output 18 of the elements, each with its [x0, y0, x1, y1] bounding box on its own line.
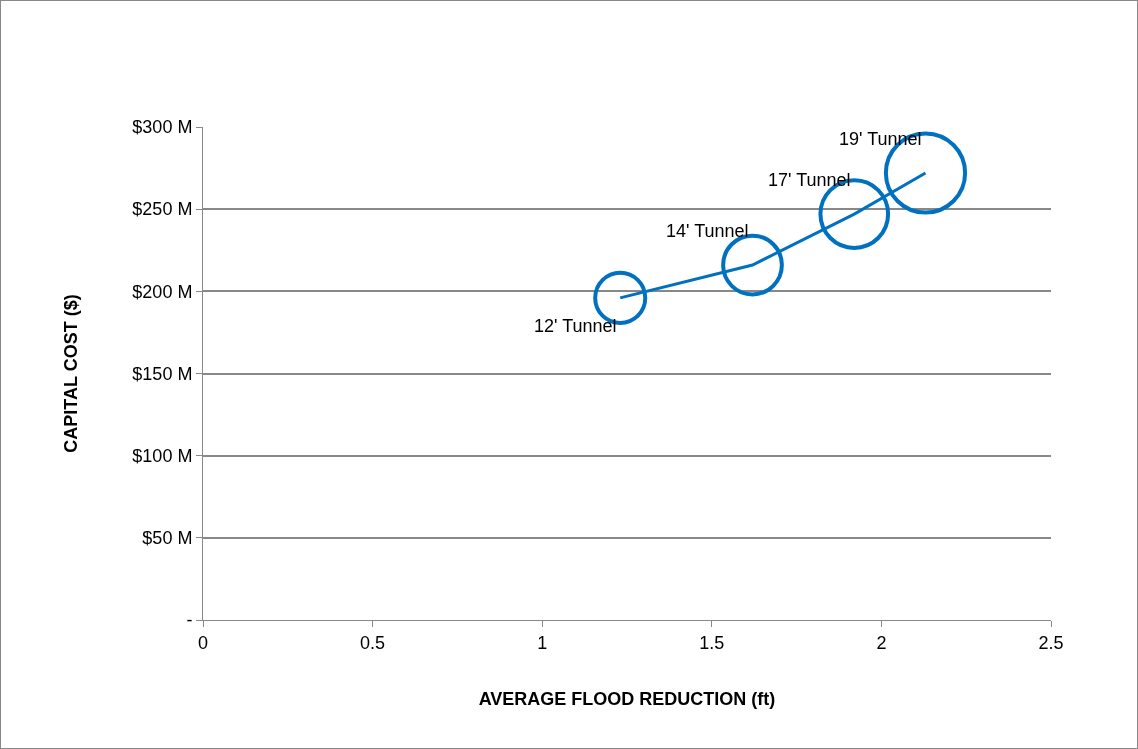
x-tick-label: 0.5 — [360, 632, 386, 653]
y-tick-label: $150 M — [132, 363, 193, 384]
x-tick-label: 1.5 — [699, 632, 725, 653]
annotation: 12' Tunnel — [534, 316, 617, 336]
annotation: 17' Tunnel — [768, 170, 851, 190]
y-axis-title: CAPITAL COST ($) — [60, 294, 81, 453]
y-tick-label: - — [186, 610, 193, 631]
x-tick-label: 0 — [197, 632, 209, 653]
y-tick-label: $50 M — [142, 528, 193, 549]
y-tick-label: $300 M — [132, 117, 193, 138]
x-tick-label: 2 — [876, 632, 887, 653]
y-tick-label: $200 M — [132, 281, 193, 302]
annotation: 14' Tunnel — [666, 221, 749, 241]
x-tick-label: 1 — [537, 632, 548, 653]
x-axis-title: AVERAGE FLOOD REDUCTION (ft) — [478, 688, 776, 709]
y-tick-label: $250 M — [132, 199, 193, 220]
y-tick-label: $100 M — [132, 445, 193, 466]
x-tick-label: 2.5 — [1038, 632, 1064, 653]
